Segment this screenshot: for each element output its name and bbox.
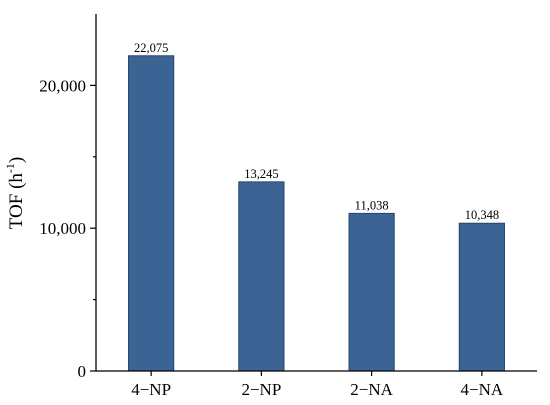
y-tick-label: 0 — [78, 362, 87, 381]
y-tick-label: 10,000 — [39, 219, 86, 238]
bar-value-label: 13,245 — [244, 167, 278, 181]
bar — [238, 181, 285, 372]
x-axis-ticks: 4−NP 2−NP 2−NA 4−NA — [131, 371, 504, 399]
bar — [348, 212, 395, 372]
y-tick-label: 20,000 — [39, 76, 86, 95]
y-axis-title-close: ) — [6, 157, 27, 163]
axes-group — [95, 14, 537, 372]
bar — [128, 55, 175, 372]
bar — [458, 222, 505, 372]
bars-group — [128, 55, 505, 372]
bar-value-label: 11,038 — [355, 198, 389, 212]
x-tick-label: 4−NP — [131, 380, 171, 399]
y-axis-title: TOF (h-1) — [3, 157, 27, 229]
y-axis-title-base: TOF (h — [6, 173, 27, 230]
data-labels-group: 22,075 13,245 11,038 10,348 — [134, 41, 499, 222]
bar-value-label: 10,348 — [465, 208, 499, 222]
y-axis-title-superscript: -1 — [3, 163, 17, 173]
bar-value-label: 22,075 — [134, 41, 168, 55]
y-axis-ticks: 0 10,000 20,000 — [39, 76, 96, 381]
x-tick-label: 2−NA — [350, 380, 393, 399]
x-tick-label: 2−NP — [241, 380, 281, 399]
x-tick-label: 4−NA — [461, 380, 504, 399]
